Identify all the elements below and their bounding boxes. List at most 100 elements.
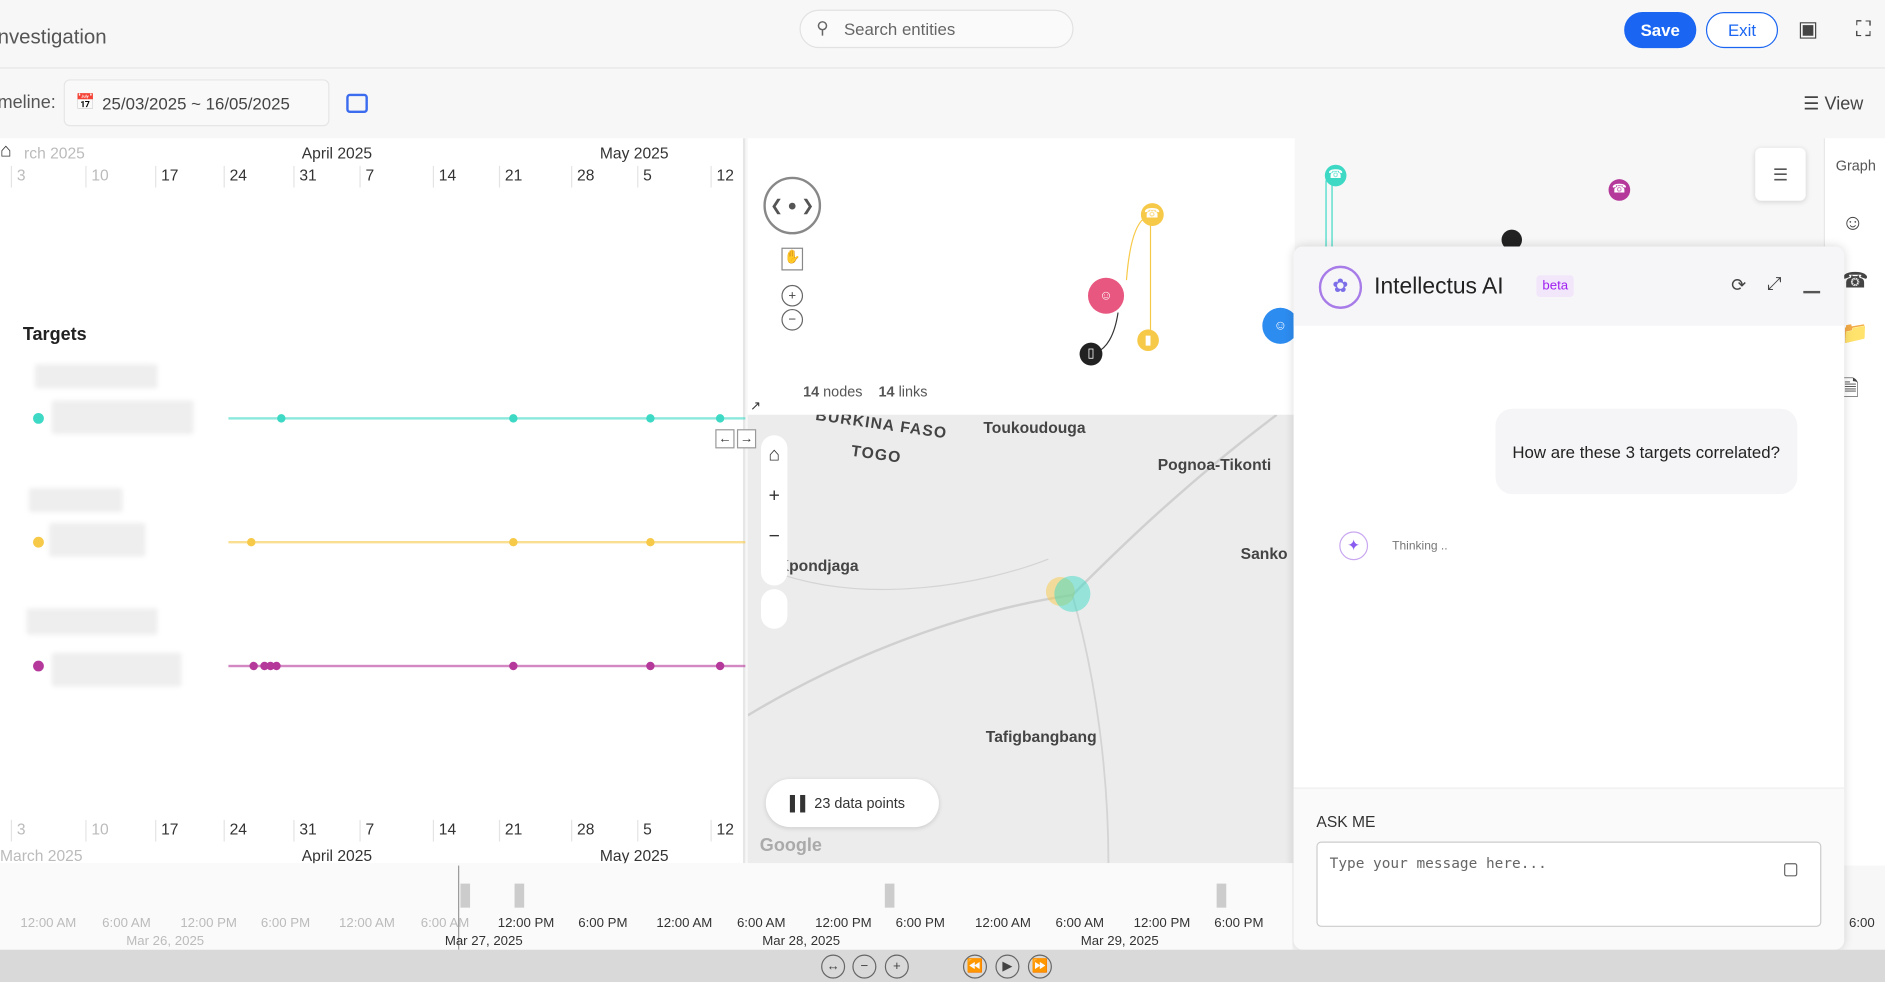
ai-header: ✿ Intellectus AI beta ⟳ ⤢: [1293, 246, 1845, 326]
mobile-node[interactable]: [1501, 229, 1522, 251]
hour-tick: 12:00 AM: [974, 916, 1031, 931]
event-point[interactable]: [272, 661, 281, 671]
day-label: Mar 26, 2025: [126, 934, 205, 949]
event-bar[interactable]: [460, 883, 471, 908]
search-icon: ⚲: [816, 18, 829, 38]
map-zoom-in-icon[interactable]: +: [768, 485, 780, 507]
event-point[interactable]: [277, 414, 286, 423]
fast-forward-icon[interactable]: ⏩: [1027, 954, 1052, 979]
hour-tick: 6:00 AM: [102, 916, 151, 931]
arrow-left-icon[interactable]: ←: [715, 429, 735, 449]
hour-tick: 6:00 PM: [1214, 916, 1264, 931]
graph-zoom-in-icon[interactable]: +: [781, 284, 804, 307]
arrow-right-icon[interactable]: →: [736, 429, 757, 449]
week-tick: 3: [10, 819, 26, 842]
map-marker[interactable]: [1054, 575, 1091, 612]
brain-logo-icon: ✿: [1318, 265, 1363, 309]
hour-tick: 6:00 AM: [736, 916, 786, 931]
message-input[interactable]: Type your message here...: [1316, 841, 1822, 927]
target-name-redacted: [34, 364, 158, 389]
hour-tick: 12:00 PM: [1133, 916, 1191, 931]
event-point[interactable]: [260, 661, 269, 671]
home-icon[interactable]: ⌂: [0, 140, 12, 162]
hour-tick: 12:00 PM: [180, 916, 237, 931]
target-id-redacted: [49, 522, 146, 557]
event-point[interactable]: [509, 414, 518, 423]
day-label: Mar 29, 2025: [1080, 934, 1159, 949]
graph-settings-button[interactable]: ☰: [1755, 147, 1806, 201]
target-id-redacted: [51, 400, 194, 434]
map-view[interactable]: BURKINA FASO TOGO Toukoudouga Pognoa-Tik…: [747, 414, 1295, 864]
refresh-icon[interactable]: ⟳: [1731, 275, 1747, 296]
day-label: Mar 27, 2025: [444, 934, 523, 949]
map-attribution: Google: [759, 835, 822, 856]
hour-tick: 6:00 PM: [260, 916, 311, 931]
links-count: 14: [878, 383, 895, 401]
map-label: Tafigbangbang: [985, 727, 1097, 746]
hour-tick: 12:00 AM: [656, 916, 713, 931]
device-node[interactable]: ▮: [1137, 329, 1159, 352]
pan-control[interactable]: ❮ ● ❯: [763, 176, 822, 235]
timeline-cursor[interactable]: [458, 865, 460, 950]
person-node[interactable]: ☺: [1087, 277, 1125, 314]
graph-view[interactable]: ❮ ● ❯ ✋ + − 14 nodes 14 links ☺ ☎ ▮ ▯ ☺ …: [747, 138, 1299, 415]
event-bar[interactable]: [884, 883, 895, 908]
map-zoom-out-icon[interactable]: −: [768, 526, 780, 548]
screenshot-icon[interactable]: ▣: [1797, 16, 1819, 41]
mobile-node[interactable]: ▯: [1079, 342, 1103, 366]
week-tick: 7: [359, 819, 374, 842]
graph-zoom-out-icon[interactable]: −: [781, 308, 804, 331]
fit-icon[interactable]: ↔: [821, 954, 846, 979]
fullscreen-icon[interactable]: ⛶: [1855, 16, 1871, 41]
sparkle-icon: ✦: [1339, 531, 1369, 561]
month-label: May 2025: [599, 144, 669, 163]
event-point[interactable]: [249, 661, 258, 671]
phone-node[interactable]: ☎: [1608, 179, 1631, 201]
event-point[interactable]: [646, 414, 655, 423]
event-point[interactable]: [266, 661, 275, 671]
search-input[interactable]: Search entities: [799, 9, 1074, 49]
save-button[interactable]: Save: [1624, 12, 1697, 49]
minimize-icon[interactable]: [1803, 290, 1821, 294]
event-point[interactable]: [715, 414, 725, 423]
person-node[interactable]: ☺: [1262, 307, 1299, 344]
phone-icon[interactable]: ☎: [1841, 268, 1869, 293]
graph-edge: [1325, 180, 1333, 253]
phone-node[interactable]: ☎: [1140, 203, 1164, 227]
zoom-out-icon[interactable]: −: [852, 954, 877, 979]
play-icon[interactable]: ▶: [995, 954, 1020, 979]
person-icon[interactable]: ☺: [1841, 210, 1864, 235]
zoom-in-icon[interactable]: +: [884, 954, 909, 979]
event-point[interactable]: [646, 537, 655, 547]
phone-node[interactable]: ☎: [1324, 164, 1347, 187]
page-title: nvestigation: [0, 25, 107, 49]
exit-button[interactable]: Exit: [1705, 12, 1779, 49]
send-icon[interactable]: [1784, 863, 1798, 877]
event-point[interactable]: [715, 661, 725, 671]
detail-timeline[interactable]: 12:00 AM 6:00 AM 12:00 PM 6:00 PM 12:00 AM 6:…: [0, 863, 1875, 950]
hand-tool-icon[interactable]: ✋: [781, 247, 804, 271]
event-point[interactable]: [509, 537, 518, 547]
event-bar[interactable]: [514, 883, 525, 908]
date-range-picker[interactable]: 25/03/2025 ~ 16/05/2025: [63, 79, 330, 127]
map-layer-icon[interactable]: [760, 589, 788, 629]
target-track-line: [228, 417, 746, 420]
view-button[interactable]: ☰ View: [1803, 93, 1863, 114]
target-track-line: [228, 664, 746, 668]
month-label: rch 2025: [24, 144, 85, 163]
expand-arrow-icon[interactable]: ↗: [750, 399, 762, 414]
expand-icon[interactable]: ⤢: [1767, 274, 1782, 295]
table-view-icon[interactable]: [346, 93, 368, 114]
event-point[interactable]: [247, 537, 256, 547]
event-bar[interactable]: [1216, 883, 1227, 908]
folder-icon[interactable]: 📁: [1841, 320, 1869, 346]
map-home-icon[interactable]: ⌂: [768, 444, 781, 466]
event-point[interactable]: [646, 661, 655, 671]
nodes-count: 14: [803, 383, 820, 401]
rewind-icon[interactable]: ⏪: [962, 954, 988, 979]
event-point[interactable]: [509, 661, 518, 671]
hour-tick: 6:00 AM: [420, 916, 470, 931]
file-upload-icon[interactable]: 🗎: [1841, 376, 1860, 401]
data-points-badge[interactable]: ▌▌ 23 data points: [765, 779, 939, 828]
